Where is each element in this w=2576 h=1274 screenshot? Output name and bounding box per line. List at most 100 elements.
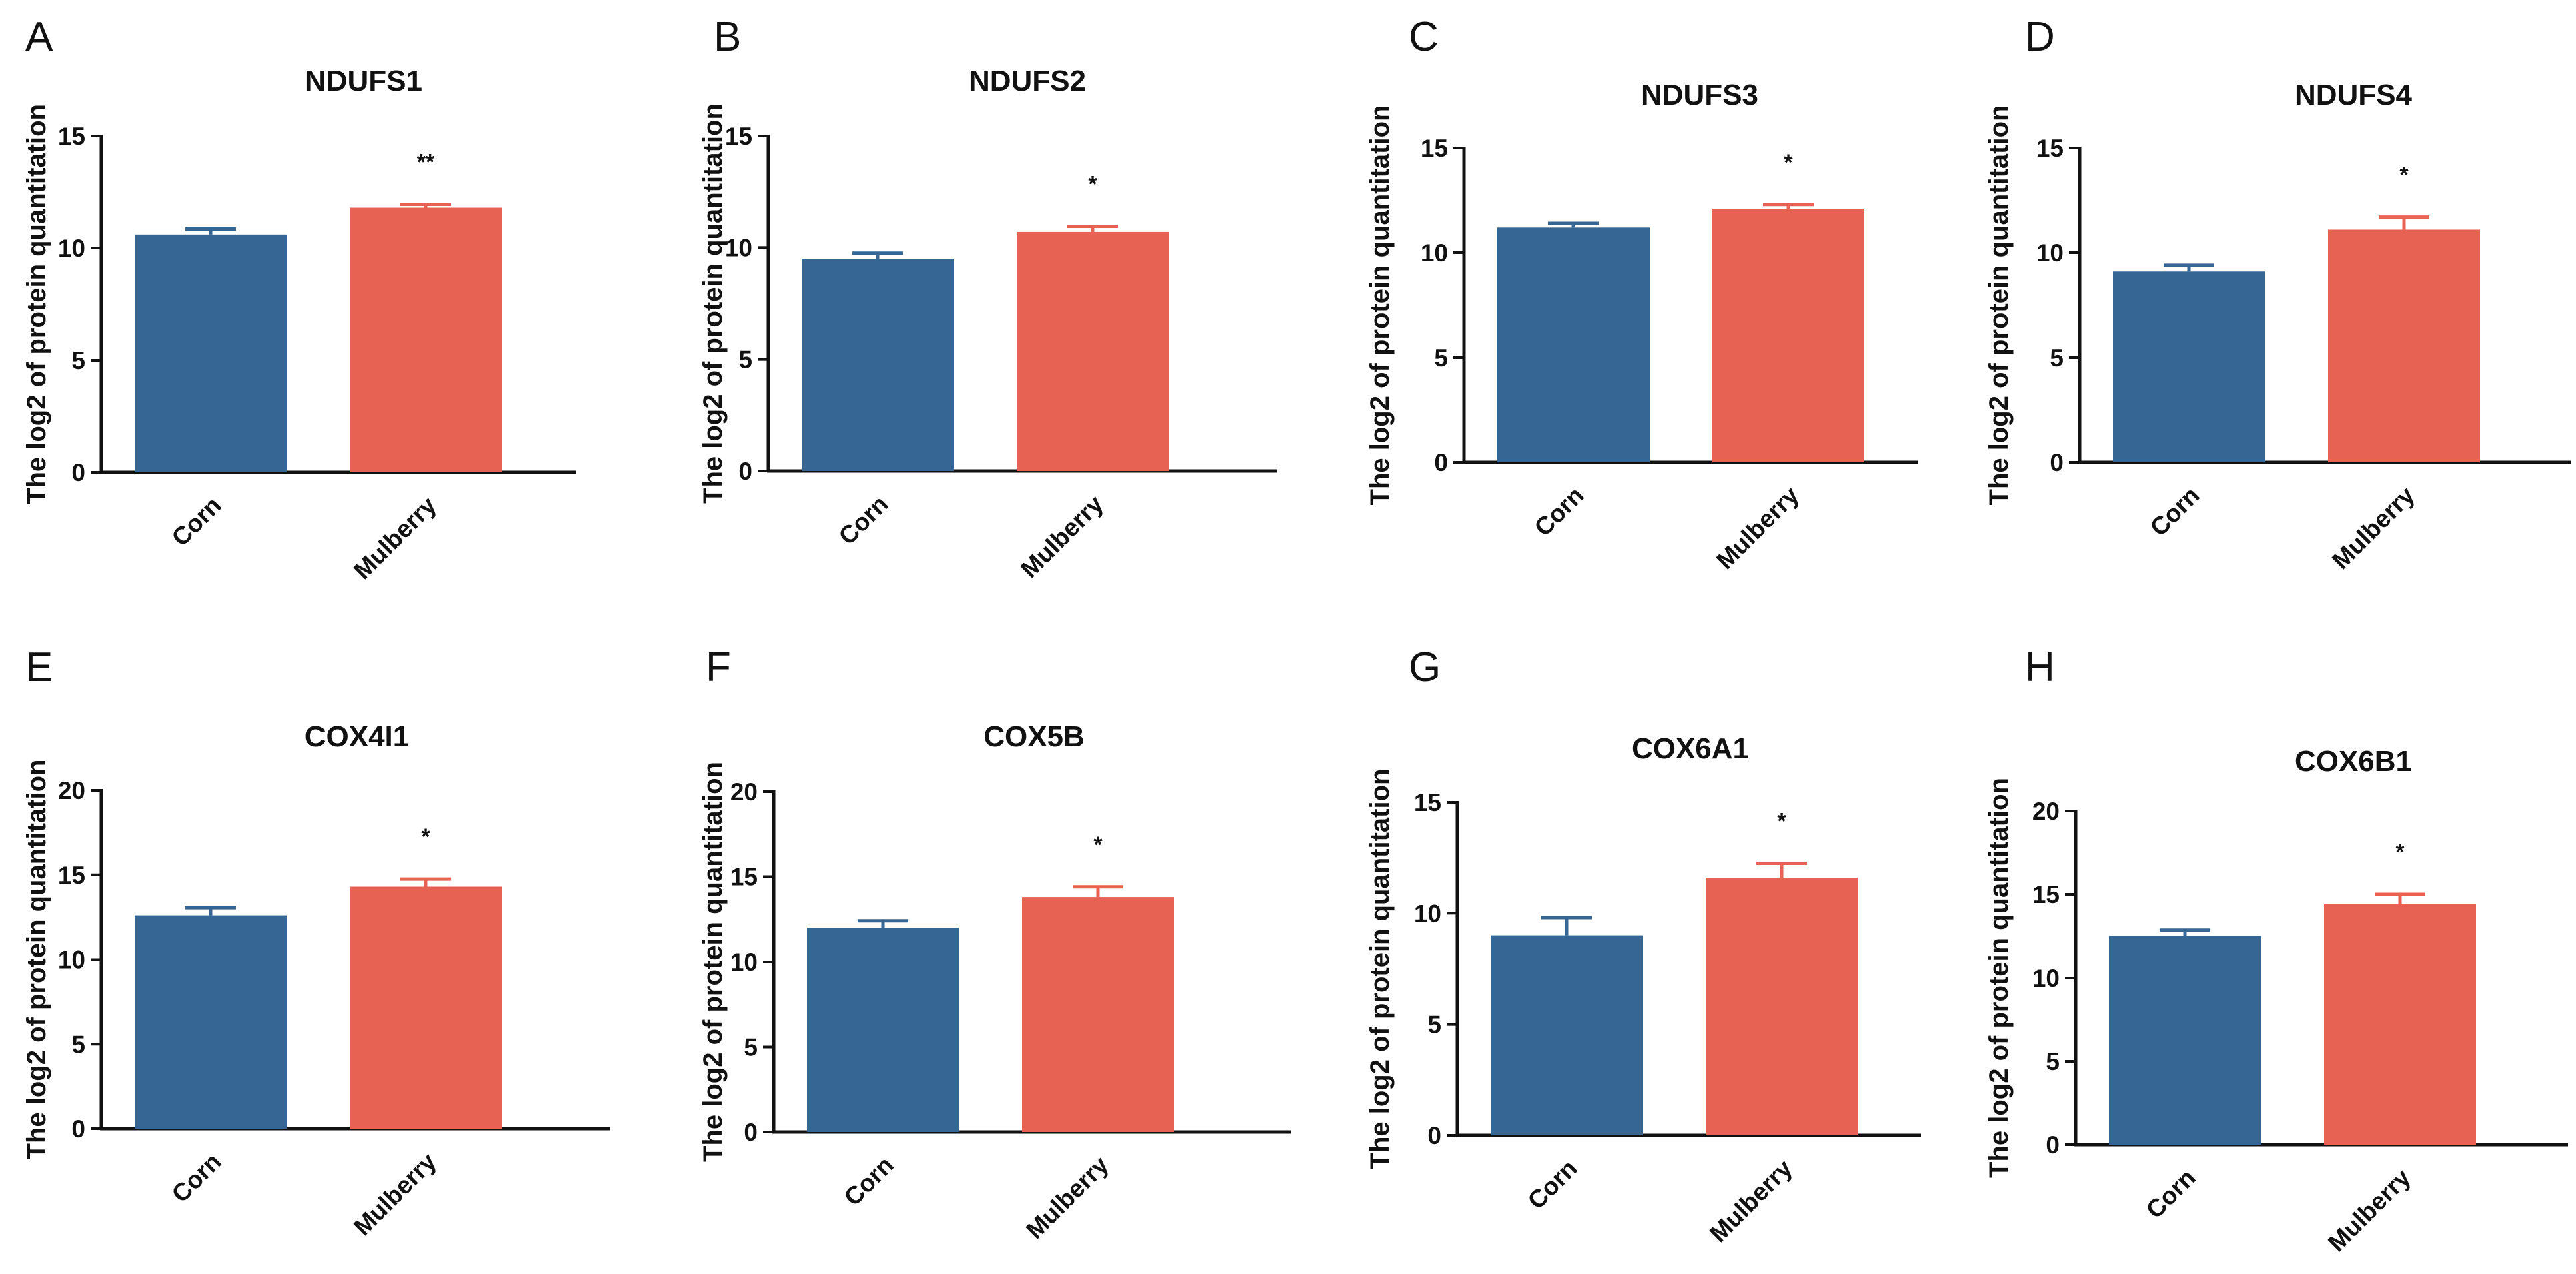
y-tick-label: 5	[1434, 344, 1448, 372]
y-axis-label: The log2 of protein quantitation	[1984, 778, 2014, 1178]
y-axis-label: The log2 of protein quantitation	[1365, 769, 1395, 1169]
bar-mulberry	[2328, 229, 2480, 462]
y-tick-label: 15	[1414, 789, 1441, 816]
y-tick-label: 0	[2050, 449, 2064, 476]
bar-corn	[1497, 227, 1650, 462]
y-axis-label: The log2 of protein quantitation	[1984, 105, 2014, 506]
bar-corn	[135, 234, 287, 472]
category-label: Corn	[2145, 482, 2205, 542]
y-axis-label: The log2 of protein quantitation	[1365, 105, 1395, 506]
y-tick-label: 5	[2046, 1048, 2060, 1075]
bar-mulberry	[350, 886, 502, 1129]
significance-marker: *	[2395, 840, 2405, 865]
y-tick-label: 15	[2036, 135, 2064, 162]
y-tick-label: 20	[2032, 798, 2060, 825]
y-tick-label: 10	[58, 946, 85, 974]
y-tick-label: 5	[738, 346, 752, 374]
significance-marker: *	[1088, 172, 1097, 197]
panel-letter: D	[2025, 14, 2055, 60]
panel-letter: F	[706, 644, 731, 690]
category-label: Corn	[1529, 482, 1589, 542]
y-tick-label: 15	[58, 862, 85, 889]
panel-letter: H	[2025, 644, 2055, 690]
category-label: Corn	[839, 1151, 899, 1211]
significance-marker: *	[1784, 150, 1793, 175]
panel-letter: G	[1409, 644, 1441, 690]
bar-corn	[2113, 271, 2265, 462]
y-tick-label: 0	[71, 1115, 85, 1143]
y-tick-label: 20	[58, 777, 85, 804]
category-label: Corn	[167, 1148, 227, 1208]
significance-marker: **	[417, 149, 435, 175]
category-label: Mulberry	[1021, 1151, 1114, 1244]
y-tick-label: 10	[2032, 965, 2060, 992]
bar-corn	[807, 928, 959, 1132]
chart-title: NDUFS4	[2295, 79, 2413, 111]
y-tick-label: 10	[1414, 900, 1441, 927]
significance-marker: *	[2399, 163, 2409, 188]
y-tick-label: 15	[730, 864, 758, 891]
bar-corn	[1491, 935, 1643, 1135]
panel-letter: C	[1409, 14, 1439, 60]
category-label: Mulberry	[2323, 1163, 2416, 1257]
significance-marker: *	[1777, 808, 1786, 834]
y-tick-label: 5	[1427, 1011, 1441, 1039]
y-tick-label: 5	[2050, 344, 2064, 372]
y-tick-label: 5	[71, 347, 85, 374]
panel-letter: E	[25, 644, 53, 690]
y-tick-label: 0	[1427, 1122, 1441, 1149]
bar-mulberry	[350, 207, 502, 472]
chart-title: COX6A1	[1632, 732, 1749, 765]
y-axis-label: The log2 of protein quantitation	[22, 760, 51, 1160]
chart-title: COX6B1	[2295, 745, 2412, 778]
category-label: Mulberry	[1711, 481, 1804, 574]
y-tick-label: 20	[730, 778, 758, 806]
y-tick-label: 10	[1421, 239, 1448, 267]
significance-marker: *	[421, 824, 430, 850]
y-tick-label: 0	[71, 459, 85, 486]
bar-corn	[2109, 936, 2261, 1145]
y-axis-label: The log2 of protein quantitation	[22, 104, 51, 504]
chart-title: COX5B	[983, 720, 1085, 753]
y-tick-label: 10	[58, 235, 85, 262]
y-tick-label: 10	[2036, 239, 2064, 267]
y-tick-label: 5	[744, 1034, 758, 1061]
chart-title: COX4I1	[305, 720, 410, 753]
chart-title: NDUFS1	[305, 65, 422, 97]
y-tick-label: 10	[725, 234, 752, 261]
bar-corn	[802, 259, 954, 471]
category-label: Corn	[2141, 1164, 2201, 1224]
y-tick-label: 15	[725, 123, 752, 150]
y-tick-label: 15	[58, 123, 85, 150]
bar-mulberry	[2324, 904, 2476, 1145]
bar-mulberry	[1017, 231, 1169, 471]
bar-mulberry	[1022, 897, 1174, 1132]
category-label: Mulberry	[1015, 490, 1109, 583]
bar-corn	[135, 915, 287, 1129]
y-axis-label: The log2 of protein quantitation	[698, 762, 728, 1162]
panel-letter: B	[714, 14, 741, 60]
y-axis-label: The log2 of protein quantitation	[698, 103, 728, 504]
chart-title: NDUFS3	[1641, 79, 1758, 111]
category-label: Mulberry	[348, 1147, 442, 1241]
category-label: Corn	[167, 492, 227, 552]
y-tick-label: 15	[2032, 881, 2060, 908]
y-tick-label: 0	[744, 1119, 758, 1146]
y-tick-label: 0	[2046, 1131, 2060, 1159]
panel-letter: A	[25, 14, 53, 60]
category-label: Mulberry	[2327, 481, 2420, 574]
y-tick-label: 15	[1421, 135, 1448, 162]
category-label: Mulberry	[348, 491, 442, 584]
category-label: Corn	[834, 490, 894, 550]
y-tick-label: 10	[730, 948, 758, 976]
chart-title: NDUFS2	[969, 65, 1086, 97]
bar-mulberry	[1706, 878, 1858, 1135]
bar-mulberry	[1712, 209, 1864, 462]
significance-marker: *	[1093, 832, 1103, 858]
y-tick-label: 5	[71, 1031, 85, 1058]
y-tick-label: 0	[738, 458, 752, 485]
category-label: Mulberry	[1704, 1154, 1798, 1247]
y-tick-label: 0	[1434, 449, 1448, 476]
category-label: Corn	[1523, 1155, 1583, 1215]
